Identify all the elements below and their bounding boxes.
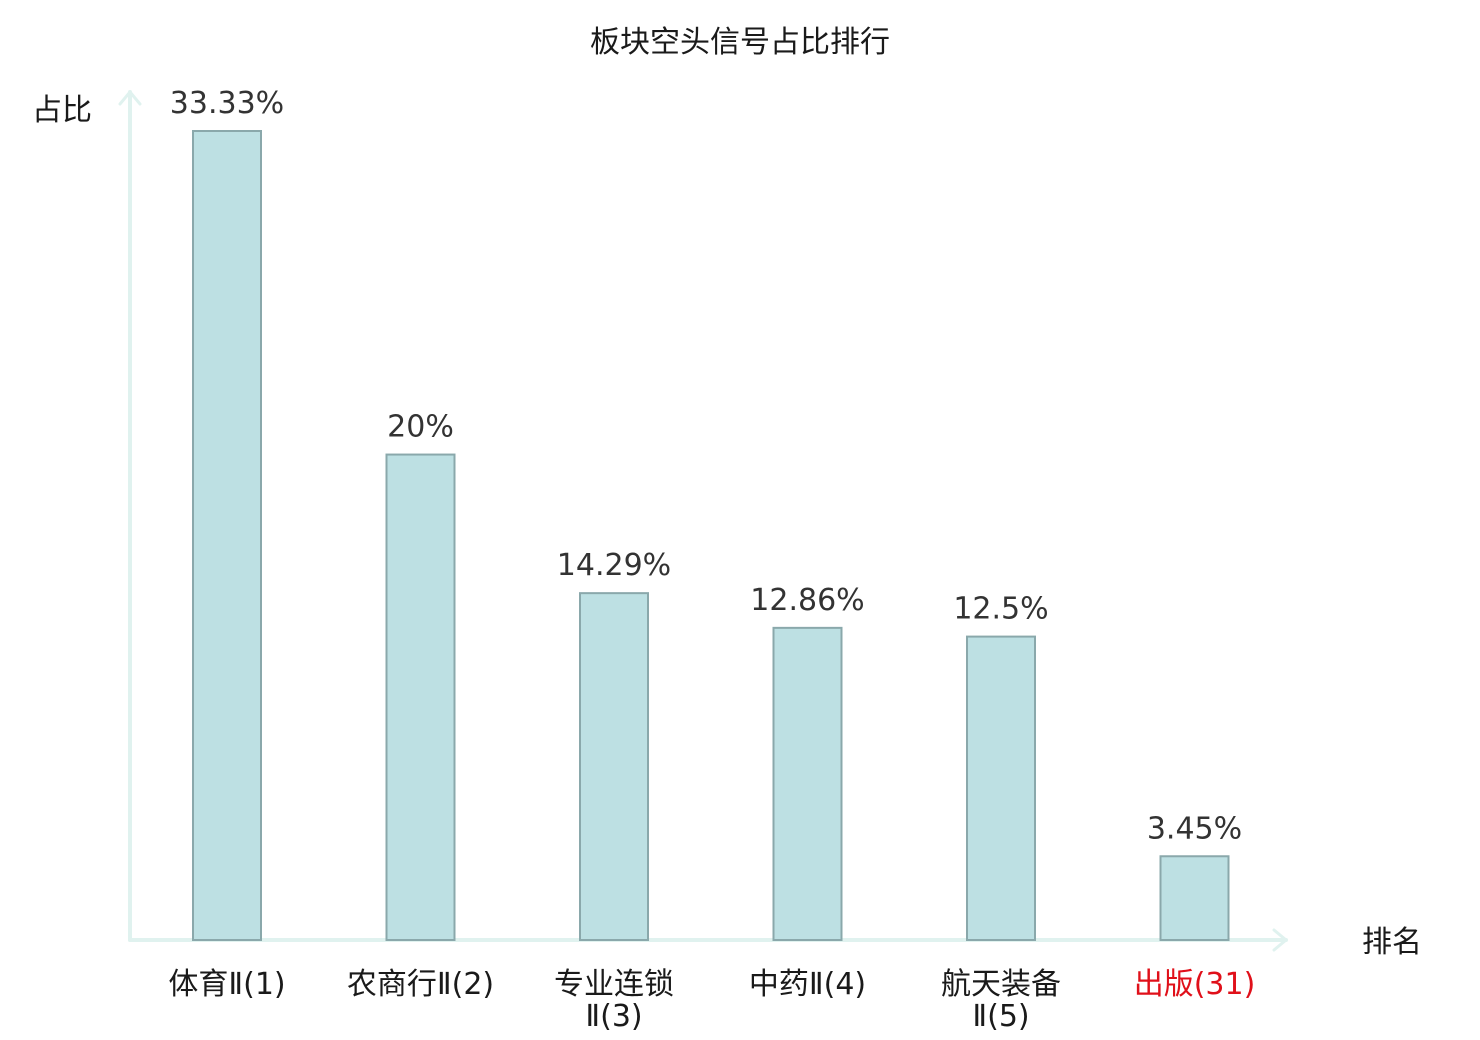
x-tick-label: 中药Ⅱ(4): [749, 967, 866, 1002]
chart-title: 板块空头信号占比排行: [590, 25, 890, 60]
value-label: 12.5%: [953, 592, 1048, 627]
x-tick-label: 出版(31): [1134, 967, 1256, 1002]
value-label: 3.45%: [1147, 811, 1242, 846]
x-axis-arrow-icon: [1272, 928, 1288, 952]
value-label: 14.29%: [557, 548, 671, 583]
bar: [966, 635, 1036, 941]
bar-series: [192, 130, 1230, 942]
value-label: 20%: [387, 410, 454, 445]
value-label: 12.86%: [750, 583, 864, 618]
bar: [579, 592, 649, 942]
x-axis-label: 排名: [1362, 925, 1422, 960]
y-axis-arrow-icon: [118, 90, 142, 106]
x-tick-label: 农商行Ⅱ(2): [347, 967, 494, 1002]
bar: [385, 453, 456, 941]
x-tick-label: 专业连锁 Ⅱ(3): [554, 967, 674, 1034]
x-tick-label: 航天装备 Ⅱ(5): [941, 967, 1061, 1034]
axes: [118, 90, 1288, 952]
value-labels: 33.33% 20% 14.29% 12.86% 12.5% 3.45%: [170, 86, 1242, 846]
bar: [192, 130, 262, 941]
bar: [1159, 855, 1230, 942]
x-tick-label: 体育Ⅱ(1): [168, 967, 285, 1002]
bar: [772, 626, 843, 941]
x-tick-labels: 体育Ⅱ(1) 农商行Ⅱ(2) 专业连锁 Ⅱ(3) 中药Ⅱ(4) 航天装备 Ⅱ(5) 出版(31…: [168, 967, 1255, 1034]
value-label: 33.33%: [170, 86, 284, 121]
y-axis-label: 占比: [32, 93, 92, 128]
